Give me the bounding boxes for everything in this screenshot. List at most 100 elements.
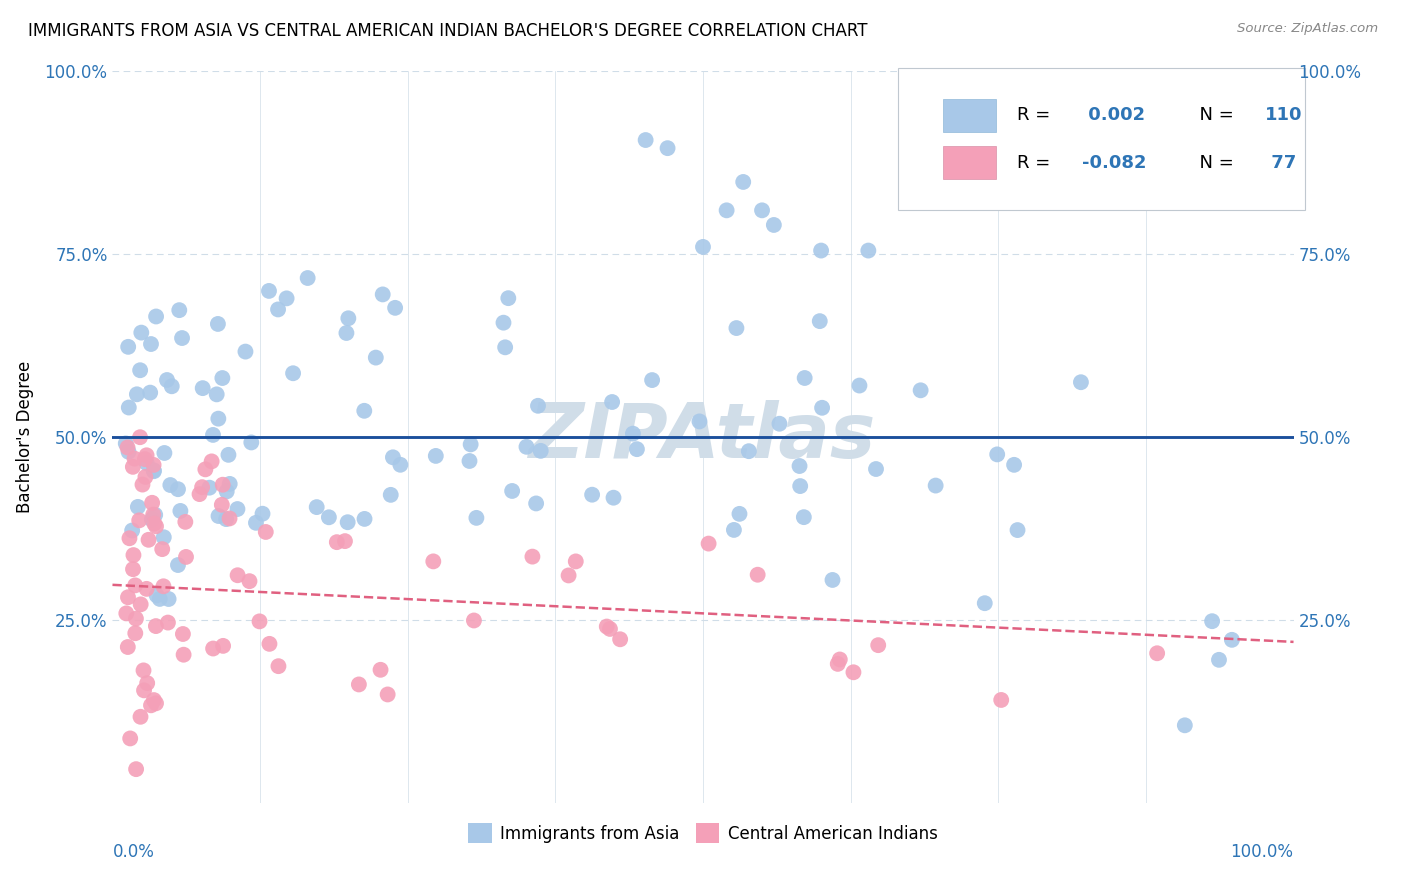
Point [973, 596, 995, 610]
Point [868, 638, 890, 652]
Point [793, 510, 815, 524]
Point [152, 530, 174, 544]
Point [716, 203, 738, 218]
Text: -0.082: -0.082 [1083, 153, 1147, 172]
Point [364, 351, 387, 365]
Point [142, 693, 165, 707]
Point [465, 511, 488, 525]
Point [207, 317, 229, 331]
Point [125, 387, 148, 401]
Point [226, 502, 249, 516]
Point [139, 698, 162, 713]
Point [252, 507, 274, 521]
Point [170, 331, 193, 345]
Point [1070, 376, 1092, 390]
Point [381, 450, 404, 465]
Point [463, 614, 485, 628]
Point [501, 483, 523, 498]
Point [134, 452, 156, 467]
Point [117, 340, 139, 354]
Point [1174, 718, 1197, 732]
Point [347, 677, 370, 691]
Point [842, 665, 865, 680]
Point [142, 508, 165, 522]
Legend: Immigrants from Asia, Central American Indians: Immigrants from Asia, Central American I… [461, 817, 945, 849]
Text: 0.0%: 0.0% [112, 843, 155, 861]
Point [692, 240, 714, 254]
Point [527, 399, 550, 413]
Text: N =: N = [1188, 153, 1240, 172]
Point [762, 218, 785, 232]
Point [172, 627, 194, 641]
Point [198, 481, 221, 495]
Point [131, 326, 153, 340]
Point [238, 574, 260, 589]
Point [129, 710, 152, 724]
Point [132, 664, 155, 678]
Point [156, 373, 179, 387]
Point [335, 326, 357, 340]
Point [191, 381, 214, 395]
Point [565, 554, 588, 568]
Point [728, 507, 751, 521]
Point [747, 567, 769, 582]
Point [141, 496, 163, 510]
Point [205, 387, 228, 401]
Point [134, 470, 156, 484]
Point [211, 371, 233, 385]
Point [384, 301, 406, 315]
Text: N =: N = [1188, 106, 1240, 124]
Point [226, 568, 249, 582]
Point [768, 417, 790, 431]
Point [145, 696, 167, 710]
Point [634, 133, 657, 147]
Point [596, 619, 619, 633]
Point [169, 504, 191, 518]
Point [138, 533, 160, 547]
FancyBboxPatch shape [943, 99, 995, 132]
Point [131, 477, 153, 491]
Point [1002, 458, 1025, 472]
Point [254, 524, 277, 539]
Point [124, 578, 146, 592]
Point [136, 676, 159, 690]
Point [725, 321, 748, 335]
Point [188, 487, 211, 501]
Point [132, 683, 155, 698]
Point [142, 463, 165, 477]
Point [169, 303, 191, 318]
Point [267, 659, 290, 673]
Point [1208, 653, 1230, 667]
Point [522, 549, 544, 564]
Point [371, 287, 394, 301]
Point [202, 641, 225, 656]
Point [828, 652, 851, 666]
FancyBboxPatch shape [898, 68, 1305, 211]
Point [557, 568, 579, 582]
Point [626, 442, 648, 457]
Point [129, 363, 152, 377]
Text: ZIPAtlas: ZIPAtlas [529, 401, 877, 474]
Point [990, 693, 1012, 707]
Point [858, 244, 880, 258]
Point [211, 477, 233, 491]
Point [120, 731, 142, 746]
Point [848, 378, 870, 392]
Point [458, 454, 481, 468]
Point [135, 582, 157, 596]
Point [157, 592, 180, 607]
Point [160, 379, 183, 393]
Point [145, 588, 167, 602]
Point [821, 573, 844, 587]
Point [145, 519, 167, 533]
Point [600, 395, 623, 409]
Point [128, 513, 150, 527]
Point [211, 498, 233, 512]
Point [793, 371, 815, 385]
Point [276, 291, 298, 305]
Point [159, 478, 181, 492]
Point [194, 462, 217, 476]
Text: 100.0%: 100.0% [1230, 843, 1294, 861]
Point [114, 436, 136, 450]
Point [811, 401, 834, 415]
